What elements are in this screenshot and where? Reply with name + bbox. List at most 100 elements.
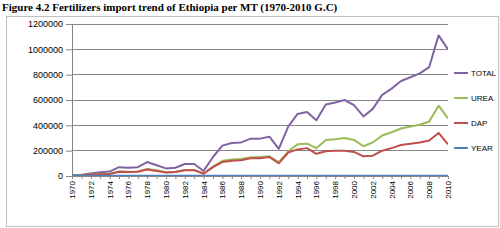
grid — [72, 24, 448, 176]
x-tick-label: 1988 — [237, 180, 246, 198]
x-tick-mark — [392, 176, 393, 179]
x-tick: 2006 — [406, 176, 415, 199]
x-tick: 1976 — [124, 176, 133, 199]
grid-line — [72, 125, 448, 126]
x-axis: 1970 1972 1974 1976 1978 1980 1982 1984 1986 1988… — [68, 176, 453, 199]
x-tick-label: 1990 — [256, 180, 265, 198]
x-tick-label: 1982 — [181, 180, 190, 198]
x-tick-mark — [166, 176, 167, 179]
grid-line — [72, 150, 448, 151]
x-tick-mark — [345, 176, 346, 179]
x-tick-label: 1992 — [275, 180, 284, 198]
x-tick-label: 2004 — [388, 180, 397, 198]
lines — [72, 35, 448, 175]
x-tick-mark — [335, 176, 336, 179]
y-axis: 020000040000060000080000010000001200000 — [28, 19, 73, 181]
x-tick — [269, 176, 270, 179]
x-tick — [382, 176, 383, 179]
x-tick — [194, 176, 195, 179]
x-tick — [326, 176, 327, 179]
x-tick-mark — [298, 176, 299, 179]
x-tick — [288, 176, 289, 179]
legend-label: DAP — [471, 119, 487, 128]
x-tick-mark — [401, 176, 402, 179]
legend-label: TOTAL — [471, 69, 497, 78]
series-line — [72, 175, 448, 176]
x-tick: 1990 — [256, 176, 265, 199]
x-tick-mark — [260, 176, 261, 179]
x-tick-mark — [204, 176, 205, 179]
y-tick-mark — [66, 75, 72, 76]
x-tick-mark — [185, 176, 186, 179]
x-tick-label: 1976 — [124, 180, 133, 198]
x-tick-mark — [382, 176, 383, 179]
grid-line — [72, 74, 448, 75]
x-tick: 1992 — [275, 176, 284, 199]
y-tick-label: 200000 — [33, 146, 63, 156]
x-tick-label: 1998 — [331, 180, 340, 198]
x-tick-mark — [175, 176, 176, 179]
x-tick: 1984 — [200, 176, 209, 199]
x-tick-mark — [307, 176, 308, 179]
x-tick — [439, 176, 440, 179]
x-tick-mark — [81, 176, 82, 179]
x-tick: 1970 — [68, 176, 77, 199]
x-tick: 2002 — [369, 176, 378, 199]
x-tick-mark — [138, 176, 139, 179]
x-tick-mark — [269, 176, 270, 179]
y-tick-label: 1000000 — [28, 45, 63, 55]
x-tick-mark — [232, 176, 233, 179]
y-tick: 400000 — [33, 121, 72, 131]
x-tick: 1978 — [143, 176, 152, 199]
x-tick-label: 1970 — [68, 180, 77, 198]
x-tick-label: 1974 — [106, 180, 115, 198]
x-tick-mark — [157, 176, 158, 179]
legend-swatch — [454, 147, 468, 149]
x-tick — [307, 176, 308, 179]
legend: TOTALUREADAPYEAR — [454, 69, 497, 153]
y-tick-mark — [66, 24, 72, 25]
x-tick-mark — [420, 176, 421, 179]
chart: Figure 4.2 Fertilizers import trend of E… — [0, 0, 500, 228]
x-tick-mark — [363, 176, 364, 179]
x-tick — [251, 176, 252, 179]
x-tick-mark — [429, 176, 430, 179]
x-tick-label: 1980 — [162, 180, 171, 198]
x-tick-label: 1984 — [200, 180, 209, 198]
x-tick-mark — [439, 176, 440, 179]
x-axis-line — [73, 177, 449, 180]
y-tick-mark — [66, 49, 72, 50]
x-tick: 1980 — [162, 176, 171, 199]
title: Figure 4.2 Fertilizers import trend of E… — [2, 1, 338, 14]
y-tick-mark — [66, 176, 72, 177]
series-line — [72, 35, 448, 175]
x-tick-mark — [279, 176, 280, 179]
y-tick: 600000 — [33, 95, 72, 105]
y-tick-label: 800000 — [33, 70, 63, 80]
chart-frame — [7, 17, 499, 227]
x-tick-label: 2002 — [369, 180, 378, 198]
x-tick — [363, 176, 364, 179]
x-tick: 1972 — [87, 176, 96, 199]
x-tick-label: 2006 — [406, 180, 415, 198]
y-tick-label: 1200000 — [28, 19, 63, 29]
x-tick — [420, 176, 421, 179]
x-tick — [175, 176, 176, 179]
x-tick-mark — [213, 176, 214, 179]
x-tick: 2000 — [350, 176, 359, 199]
x-tick: 2010 — [444, 176, 453, 199]
x-tick-mark — [316, 176, 317, 179]
series-line — [72, 133, 448, 176]
x-tick: 2004 — [388, 176, 397, 199]
x-tick-mark — [128, 176, 129, 179]
y-tick-mark — [66, 100, 72, 101]
grid-line — [72, 24, 448, 25]
x-tick-mark — [354, 176, 355, 179]
y-tick-label: 400000 — [33, 121, 63, 131]
x-tick: 1996 — [312, 176, 321, 199]
x-tick-label: 2010 — [444, 180, 453, 198]
x-tick — [138, 176, 139, 179]
x-tick-mark — [241, 176, 242, 179]
x-tick-label: 1986 — [218, 180, 227, 198]
y-tick-label: 600000 — [33, 95, 63, 105]
